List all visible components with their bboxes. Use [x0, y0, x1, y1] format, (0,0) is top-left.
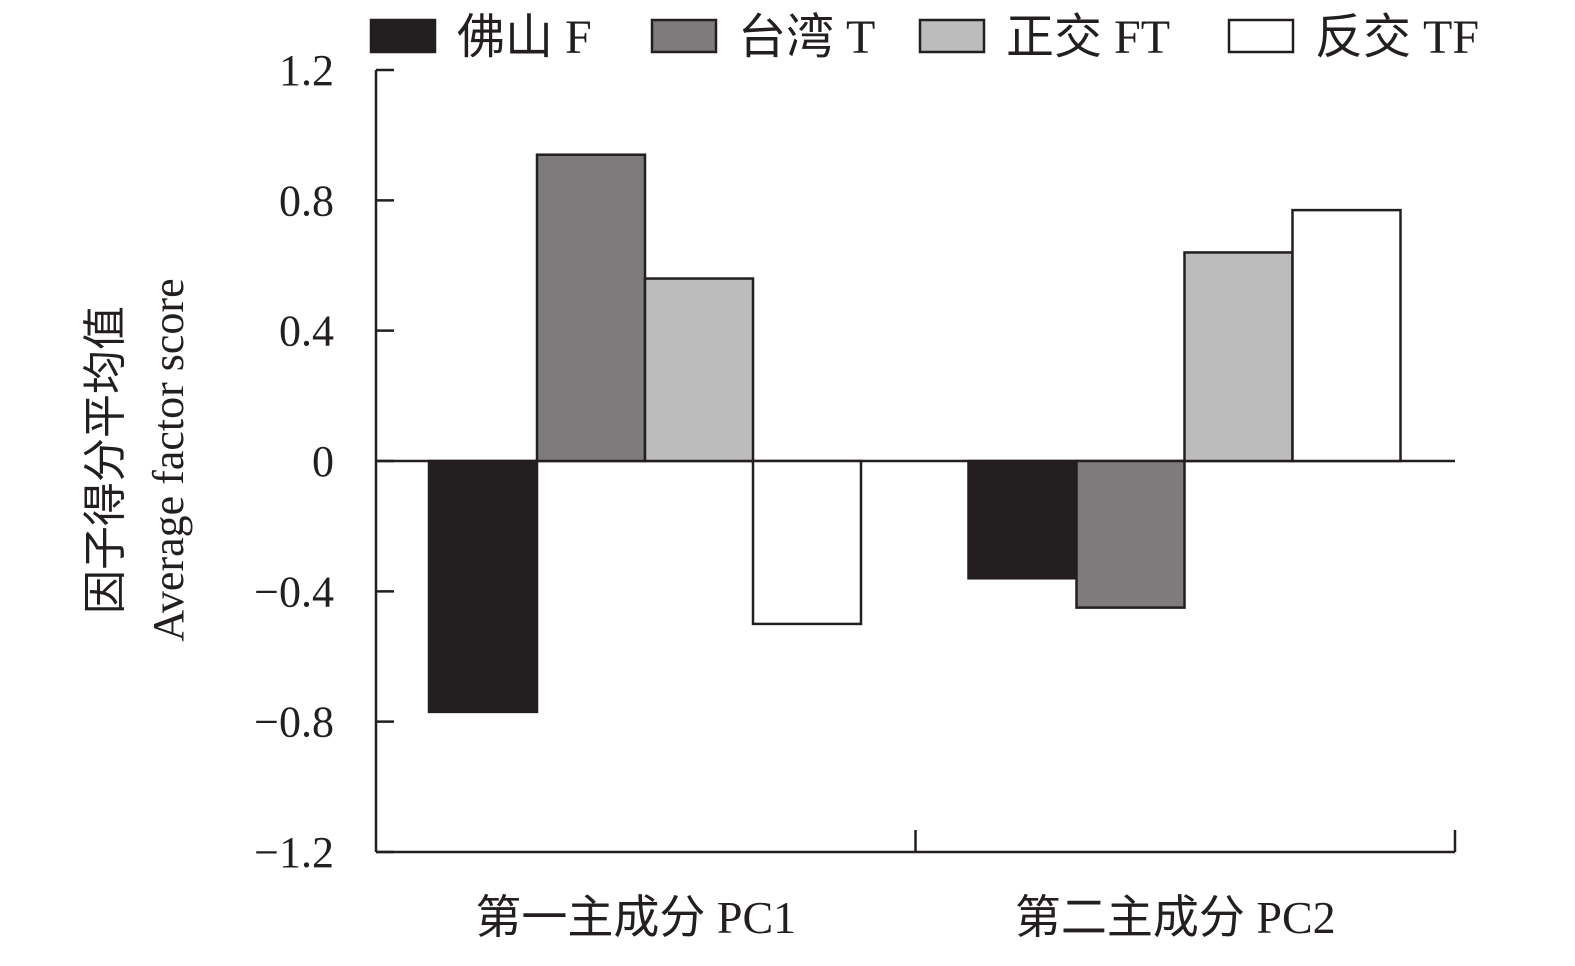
- y-tick-label: 1.2: [279, 46, 334, 95]
- axes: 1.2 0.8 0.4 0 −0.4 −0.8 −1.2 第一主成分 PC1 第二主成分 PC2: [254, 46, 1457, 943]
- bar-2-1: [535, 153, 647, 463]
- legend-swatch-1: [369, 18, 437, 54]
- legend-swatch-4: [1227, 18, 1295, 54]
- y-tick-label: 0.4: [279, 307, 334, 356]
- axis-labels: 因子得分平均值 Average factor score: [81, 278, 193, 641]
- y-tick-label: −0.8: [254, 698, 334, 747]
- bar-3-2: [1183, 251, 1294, 463]
- bar-1-2: [967, 459, 1078, 580]
- bar-1-1: [427, 459, 539, 714]
- bar-4-1: [751, 459, 863, 626]
- y-axis-label-zh: 因子得分平均值: [81, 306, 130, 614]
- bar-4-2: [1291, 208, 1402, 463]
- legend: 佛山 F 台湾 T 正交 FT 反交 TF: [369, 11, 1479, 64]
- bars: [427, 153, 1402, 714]
- legend-label-4: 反交 TF: [1315, 11, 1479, 64]
- x-tick-label: 第一主成分 PC1: [475, 892, 796, 943]
- y-axis-label: Average factor score: [144, 278, 193, 641]
- x-tick-label: 第二主成分 PC2: [1015, 892, 1336, 943]
- y-tick-label: −1.2: [254, 828, 334, 877]
- y-tick-label: −0.4: [254, 567, 334, 616]
- legend-label-2: 台湾 T: [738, 11, 875, 64]
- legend-label-3: 正交 FT: [1006, 11, 1170, 64]
- bar-2-2: [1075, 459, 1186, 609]
- y-tick-label: 0: [312, 437, 334, 486]
- legend-label-1: 佛山 F: [457, 11, 592, 64]
- legend-swatch-2: [650, 18, 718, 54]
- y-tick-label: 0.8: [279, 176, 334, 225]
- legend-swatch-3: [918, 18, 986, 54]
- bar-3-1: [643, 277, 755, 463]
